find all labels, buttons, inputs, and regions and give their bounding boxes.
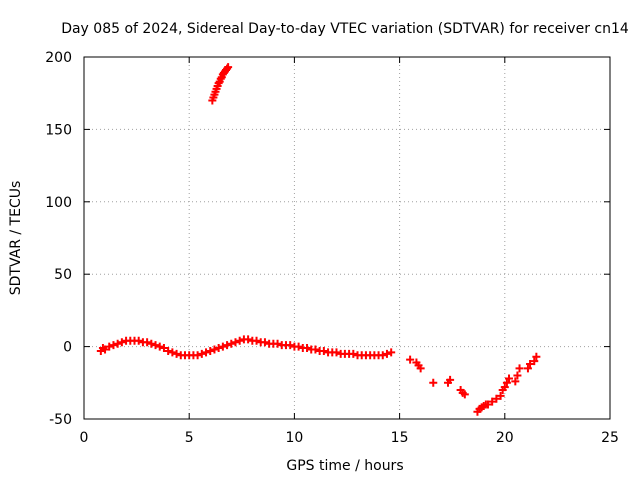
data-point: [143, 338, 152, 347]
data-point: [273, 339, 282, 348]
data-point: [406, 355, 415, 364]
series-clusters: [406, 352, 541, 416]
data-point: [223, 341, 232, 350]
chart-title: Day 085 of 2024, Sidereal Day-to-day VTE…: [61, 21, 629, 37]
data-point: [526, 359, 535, 368]
data-point: [500, 383, 509, 392]
y-tick-label: 100: [45, 195, 72, 211]
x-tick-label: 0: [80, 430, 89, 446]
data-point: [416, 364, 425, 373]
data-point: [193, 351, 202, 360]
data-point: [523, 364, 532, 373]
data-point: [332, 348, 341, 357]
data-point: [218, 342, 227, 351]
data-point: [244, 335, 253, 344]
data-point: [492, 394, 501, 403]
data-point: [113, 339, 122, 348]
plot-frame: [83, 56, 611, 420]
data-point: [483, 400, 492, 409]
x-tick-label: 25: [601, 430, 619, 446]
data-point: [235, 336, 244, 345]
data-point: [502, 378, 511, 387]
data-point: [231, 338, 240, 347]
data-point: [214, 79, 223, 88]
data-point: [505, 374, 514, 383]
grid: [84, 57, 610, 419]
data-point: [382, 349, 391, 358]
data-point: [147, 339, 156, 348]
data-point: [446, 375, 455, 384]
data-point: [214, 344, 223, 353]
x-tick-label: 20: [496, 430, 514, 446]
data-point: [260, 338, 269, 347]
y-tick-label: 50: [54, 267, 72, 283]
y-tick-label: -50: [49, 412, 72, 428]
data-point: [159, 344, 168, 353]
data-point: [532, 352, 541, 361]
data-point: [460, 390, 469, 399]
data-points: [96, 63, 541, 416]
y-tick-label: 0: [63, 340, 72, 356]
data-point: [105, 342, 114, 351]
data-point: [224, 63, 233, 72]
data-point: [164, 346, 173, 355]
y-tick-label: 150: [45, 122, 72, 138]
data-point: [117, 338, 126, 347]
data-point: [496, 391, 505, 400]
data-point: [513, 371, 522, 380]
data-point: [172, 349, 181, 358]
x-tick-label: 10: [285, 430, 303, 446]
series-high-arc: [208, 63, 233, 105]
data-point: [227, 339, 236, 348]
data-point: [197, 349, 206, 358]
data-point: [109, 341, 118, 350]
data-point: [294, 342, 303, 351]
data-point: [151, 341, 160, 350]
data-point: [202, 348, 211, 357]
data-point: [530, 357, 539, 366]
data-point: [252, 336, 261, 345]
data-point: [511, 377, 520, 386]
data-point: [206, 346, 215, 355]
data-point: [488, 397, 497, 406]
data-point: [378, 351, 387, 360]
x-tick-label: 5: [185, 430, 194, 446]
data-point: [155, 342, 164, 351]
data-point: [168, 348, 177, 357]
data-point: [286, 341, 295, 350]
x-axis-label: GPS time / hours: [286, 458, 403, 474]
y-tick-label: 200: [45, 50, 72, 66]
data-point: [101, 345, 110, 354]
y-axis-label: SDTVAR / TECUs: [8, 181, 24, 296]
data-point: [349, 349, 358, 358]
data-point: [311, 345, 320, 354]
data-point: [223, 64, 232, 73]
axis-ticks: 0 5 10 15 20 25 -50 0 50 100 150 200: [45, 50, 619, 446]
data-point: [387, 348, 396, 357]
data-point: [134, 336, 143, 345]
x-tick-label: 15: [391, 430, 409, 446]
data-point: [210, 345, 219, 354]
data-point: [429, 378, 438, 387]
series-main: [96, 335, 396, 360]
data-point: [319, 346, 328, 355]
data-point: [515, 364, 524, 373]
data-point: [303, 344, 312, 353]
data-point: [216, 74, 225, 83]
